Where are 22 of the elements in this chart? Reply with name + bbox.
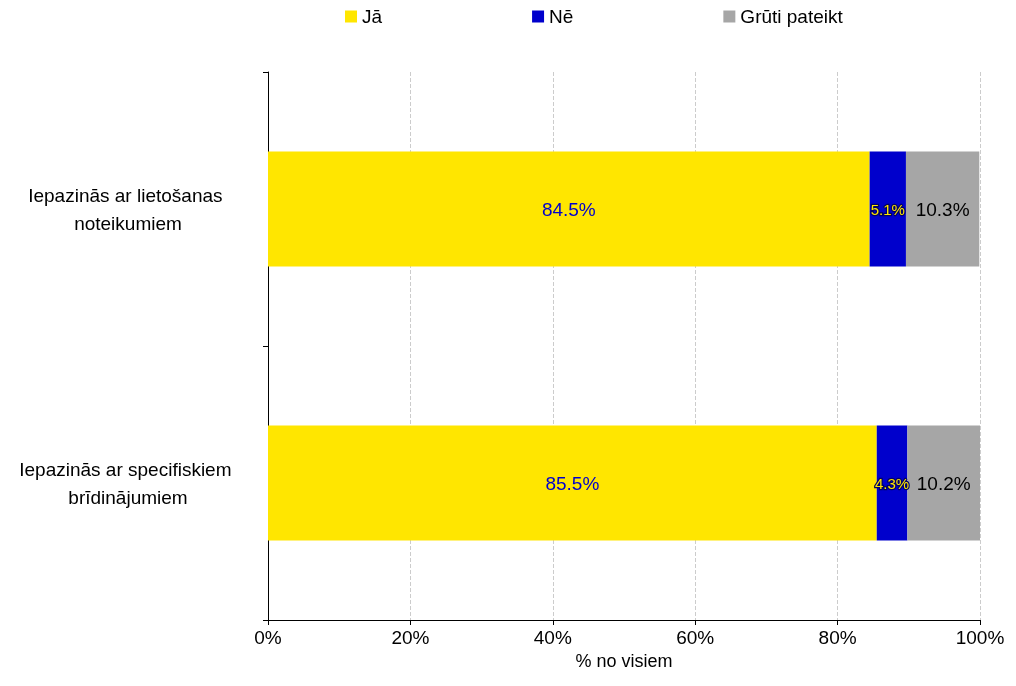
bar [907,425,980,541]
bar [905,151,980,267]
bar [268,425,877,541]
y-tick-label: Iepazinās ar lietošanas noteikumiem [28,184,228,234]
x-tick-label: 80% [818,627,857,648]
legend-label: Jā [362,6,383,27]
y-tick-label: Iepazinās ar specifiskiem brīdinājumiem [19,458,237,508]
x-tick-label: 40% [533,627,572,648]
data-label: 5.1% [870,200,905,218]
legend-label: Grūti pateikt [740,6,844,27]
data-label: 10.3% [915,198,970,220]
data-label: 84.5% [541,198,596,220]
x-tick-label: 100% [955,627,1005,648]
x-tick-label: 0% [254,627,282,648]
bar [869,151,906,267]
data-label: 10.2% [916,472,971,494]
data-label: 85.5% [545,472,600,494]
x-tick-label: 60% [676,627,715,648]
x-axis-title: % no visiem [575,650,673,671]
bar [268,151,870,267]
legend-label: Nē [549,6,574,27]
x-tick-label: 20% [391,627,430,648]
